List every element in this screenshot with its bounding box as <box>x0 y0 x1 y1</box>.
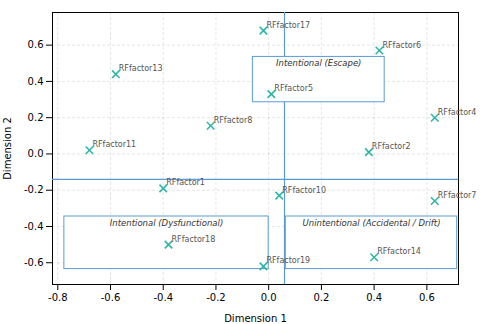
svg-text:Intentional (Escape): Intentional (Escape) <box>276 58 361 68</box>
svg-text:0.4: 0.4 <box>366 292 382 303</box>
svg-text:Intentional (Dysfunctional): Intentional (Dysfunctional) <box>110 218 223 228</box>
svg-text:-0.2: -0.2 <box>206 292 226 303</box>
svg-text:RFfactor10: RFfactor10 <box>282 186 326 195</box>
svg-text:Unintentional (Accidental / Dr: Unintentional (Accidental / Drift) <box>303 218 441 228</box>
svg-text:RFfactor19: RFfactor19 <box>266 256 310 265</box>
svg-text:RFfactor7: RFfactor7 <box>438 191 477 200</box>
svg-text:Dimension 1: Dimension 1 <box>224 313 287 324</box>
svg-text:RFfactor18: RFfactor18 <box>172 235 216 244</box>
svg-text:Dimension 2: Dimension 2 <box>2 117 13 180</box>
svg-text:RFfactor13: RFfactor13 <box>119 64 163 73</box>
svg-text:-0.6: -0.6 <box>24 257 44 268</box>
svg-text:-0.4: -0.4 <box>24 221 44 232</box>
svg-text:-0.4: -0.4 <box>153 292 173 303</box>
svg-text:RFfactor5: RFfactor5 <box>274 84 313 93</box>
svg-text:-0.2: -0.2 <box>24 184 44 195</box>
svg-text:RFfactor1: RFfactor1 <box>166 178 205 187</box>
svg-text:RFfactor4: RFfactor4 <box>438 108 477 117</box>
svg-text:0.4: 0.4 <box>28 76 44 87</box>
svg-text:RFfactor14: RFfactor14 <box>377 247 421 256</box>
svg-text:RFfactor17: RFfactor17 <box>266 21 310 30</box>
svg-text:0.0: 0.0 <box>261 292 277 303</box>
svg-text:0.6: 0.6 <box>28 39 44 50</box>
svg-text:RFfactor2: RFfactor2 <box>372 142 411 151</box>
svg-text:-0.6: -0.6 <box>101 292 121 303</box>
svg-text:RFfactor11: RFfactor11 <box>92 140 136 149</box>
svg-text:0.0: 0.0 <box>28 148 44 159</box>
svg-text:RFfactor6: RFfactor6 <box>382 41 421 50</box>
svg-text:-0.8: -0.8 <box>48 292 68 303</box>
svg-text:RFfactor8: RFfactor8 <box>214 116 253 125</box>
svg-text:0.2: 0.2 <box>28 112 44 123</box>
svg-text:0.2: 0.2 <box>313 292 329 303</box>
svg-text:0.6: 0.6 <box>419 292 435 303</box>
